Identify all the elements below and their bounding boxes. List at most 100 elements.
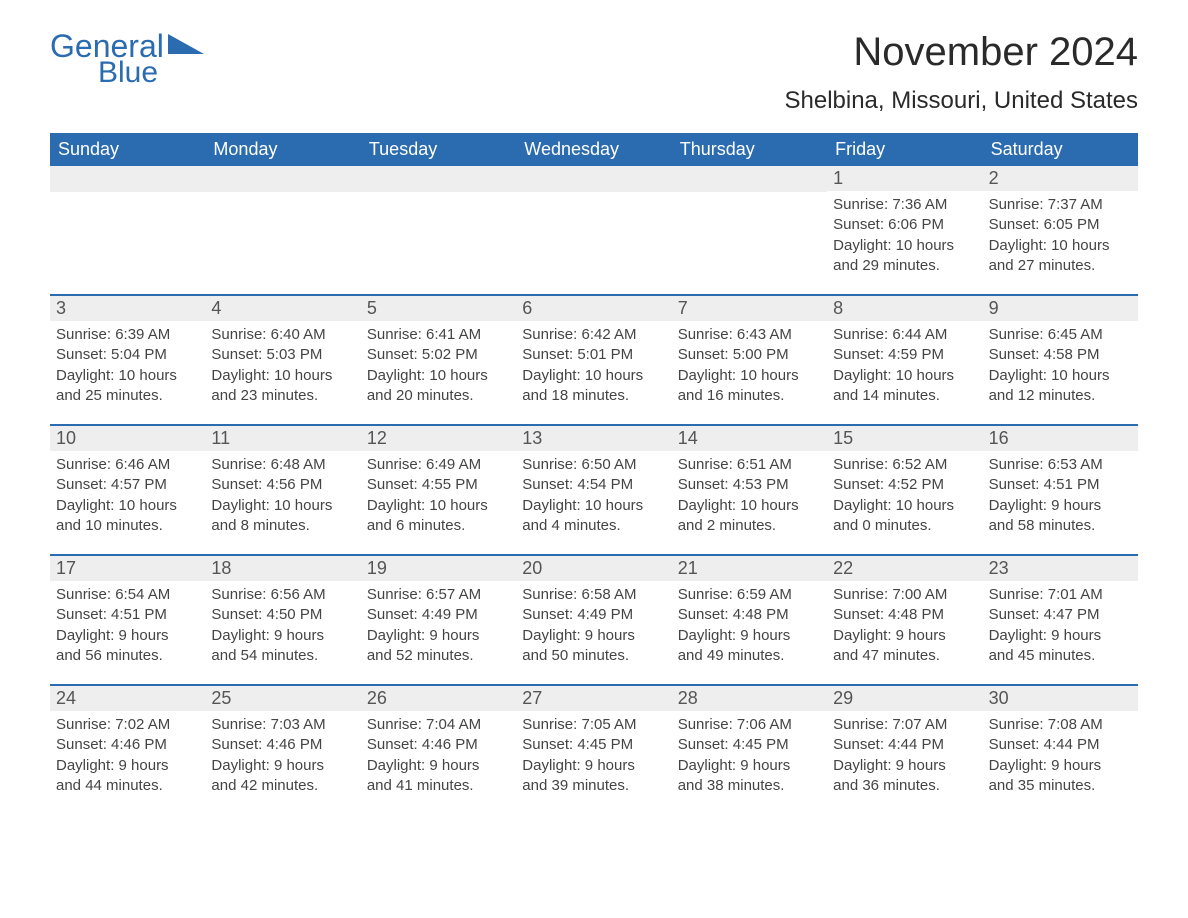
daylight-line-2: and 23 minutes. <box>211 386 354 406</box>
empty-day-bar <box>50 166 205 192</box>
day-number: 19 <box>361 556 516 581</box>
day-body: Sunrise: 6:45 AMSunset: 4:58 PMDaylight:… <box>983 321 1138 414</box>
day-number: 10 <box>50 426 205 451</box>
day-number: 26 <box>361 686 516 711</box>
daylight-line-1: Daylight: 9 hours <box>56 626 199 646</box>
daylight-line-1: Daylight: 10 hours <box>989 366 1132 386</box>
calendar: SundayMondayTuesdayWednesdayThursdayFrid… <box>50 133 1138 814</box>
weekday-header: Sunday <box>50 133 205 166</box>
sunset-line: Sunset: 5:00 PM <box>678 345 821 365</box>
logo-blue: Blue <box>98 58 164 88</box>
empty-day-bar <box>205 166 360 192</box>
day-body: Sunrise: 6:41 AMSunset: 5:02 PMDaylight:… <box>361 321 516 414</box>
weekday-header: Saturday <box>983 133 1138 166</box>
daylight-line-2: and 52 minutes. <box>367 646 510 666</box>
sunset-line: Sunset: 4:47 PM <box>989 605 1132 625</box>
day-cell: 9Sunrise: 6:45 AMSunset: 4:58 PMDaylight… <box>983 296 1138 424</box>
sunrise-line: Sunrise: 6:58 AM <box>522 585 665 605</box>
week-row: 1Sunrise: 7:36 AMSunset: 6:06 PMDaylight… <box>50 166 1138 294</box>
sunset-line: Sunset: 6:06 PM <box>833 215 976 235</box>
sunset-line: Sunset: 4:49 PM <box>522 605 665 625</box>
day-body: Sunrise: 7:06 AMSunset: 4:45 PMDaylight:… <box>672 711 827 804</box>
day-body: Sunrise: 6:40 AMSunset: 5:03 PMDaylight:… <box>205 321 360 414</box>
sunset-line: Sunset: 4:57 PM <box>56 475 199 495</box>
daylight-line-2: and 41 minutes. <box>367 776 510 796</box>
day-cell: 4Sunrise: 6:40 AMSunset: 5:03 PMDaylight… <box>205 296 360 424</box>
day-number: 27 <box>516 686 671 711</box>
sunset-line: Sunset: 4:49 PM <box>367 605 510 625</box>
daylight-line-2: and 0 minutes. <box>833 516 976 536</box>
sunset-line: Sunset: 5:03 PM <box>211 345 354 365</box>
daylight-line-1: Daylight: 10 hours <box>678 366 821 386</box>
weekday-header-row: SundayMondayTuesdayWednesdayThursdayFrid… <box>50 133 1138 166</box>
location: Shelbina, Missouri, United States <box>784 87 1138 115</box>
daylight-line-1: Daylight: 10 hours <box>56 366 199 386</box>
day-body: Sunrise: 7:08 AMSunset: 4:44 PMDaylight:… <box>983 711 1138 804</box>
sunrise-line: Sunrise: 6:56 AM <box>211 585 354 605</box>
day-number: 23 <box>983 556 1138 581</box>
daylight-line-2: and 56 minutes. <box>56 646 199 666</box>
daylight-line-1: Daylight: 10 hours <box>833 496 976 516</box>
daylight-line-2: and 10 minutes. <box>56 516 199 536</box>
day-body: Sunrise: 7:07 AMSunset: 4:44 PMDaylight:… <box>827 711 982 804</box>
day-number: 22 <box>827 556 982 581</box>
day-cell: 23Sunrise: 7:01 AMSunset: 4:47 PMDayligh… <box>983 556 1138 684</box>
day-cell: 25Sunrise: 7:03 AMSunset: 4:46 PMDayligh… <box>205 686 360 814</box>
day-number: 4 <box>205 296 360 321</box>
daylight-line-1: Daylight: 9 hours <box>211 756 354 776</box>
sunrise-line: Sunrise: 6:51 AM <box>678 455 821 475</box>
daylight-line-1: Daylight: 10 hours <box>833 236 976 256</box>
daylight-line-1: Daylight: 9 hours <box>989 496 1132 516</box>
daylight-line-1: Daylight: 10 hours <box>56 496 199 516</box>
daylight-line-2: and 12 minutes. <box>989 386 1132 406</box>
daylight-line-2: and 58 minutes. <box>989 516 1132 536</box>
sunrise-line: Sunrise: 7:06 AM <box>678 715 821 735</box>
day-body: Sunrise: 6:44 AMSunset: 4:59 PMDaylight:… <box>827 321 982 414</box>
day-number: 7 <box>672 296 827 321</box>
day-number: 12 <box>361 426 516 451</box>
sunrise-line: Sunrise: 6:42 AM <box>522 325 665 345</box>
day-cell: 29Sunrise: 7:07 AMSunset: 4:44 PMDayligh… <box>827 686 982 814</box>
sunrise-line: Sunrise: 6:45 AM <box>989 325 1132 345</box>
day-body: Sunrise: 6:49 AMSunset: 4:55 PMDaylight:… <box>361 451 516 544</box>
sunrise-line: Sunrise: 7:00 AM <box>833 585 976 605</box>
day-cell <box>516 166 671 294</box>
sunset-line: Sunset: 4:44 PM <box>989 735 1132 755</box>
sunset-line: Sunset: 4:48 PM <box>833 605 976 625</box>
daylight-line-1: Daylight: 9 hours <box>678 756 821 776</box>
sunrise-line: Sunrise: 7:01 AM <box>989 585 1132 605</box>
daylight-line-2: and 45 minutes. <box>989 646 1132 666</box>
daylight-line-2: and 38 minutes. <box>678 776 821 796</box>
daylight-line-1: Daylight: 10 hours <box>522 496 665 516</box>
sunset-line: Sunset: 6:05 PM <box>989 215 1132 235</box>
day-body: Sunrise: 6:56 AMSunset: 4:50 PMDaylight:… <box>205 581 360 674</box>
daylight-line-2: and 50 minutes. <box>522 646 665 666</box>
day-number: 9 <box>983 296 1138 321</box>
day-cell: 24Sunrise: 7:02 AMSunset: 4:46 PMDayligh… <box>50 686 205 814</box>
day-cell: 5Sunrise: 6:41 AMSunset: 5:02 PMDaylight… <box>361 296 516 424</box>
daylight-line-1: Daylight: 10 hours <box>678 496 821 516</box>
day-cell: 16Sunrise: 6:53 AMSunset: 4:51 PMDayligh… <box>983 426 1138 554</box>
day-body: Sunrise: 6:53 AMSunset: 4:51 PMDaylight:… <box>983 451 1138 544</box>
day-cell: 11Sunrise: 6:48 AMSunset: 4:56 PMDayligh… <box>205 426 360 554</box>
day-number: 1 <box>827 166 982 191</box>
daylight-line-2: and 49 minutes. <box>678 646 821 666</box>
daylight-line-2: and 54 minutes. <box>211 646 354 666</box>
day-cell: 18Sunrise: 6:56 AMSunset: 4:50 PMDayligh… <box>205 556 360 684</box>
daylight-line-1: Daylight: 10 hours <box>367 366 510 386</box>
weekday-header: Friday <box>827 133 982 166</box>
daylight-line-1: Daylight: 9 hours <box>522 756 665 776</box>
sunset-line: Sunset: 4:55 PM <box>367 475 510 495</box>
day-number: 21 <box>672 556 827 581</box>
empty-day-bar <box>361 166 516 192</box>
week-row: 17Sunrise: 6:54 AMSunset: 4:51 PMDayligh… <box>50 554 1138 684</box>
daylight-line-2: and 35 minutes. <box>989 776 1132 796</box>
daylight-line-2: and 44 minutes. <box>56 776 199 796</box>
sunset-line: Sunset: 4:53 PM <box>678 475 821 495</box>
sunset-line: Sunset: 4:51 PM <box>56 605 199 625</box>
weekday-header: Wednesday <box>516 133 671 166</box>
day-cell: 7Sunrise: 6:43 AMSunset: 5:00 PMDaylight… <box>672 296 827 424</box>
day-cell: 10Sunrise: 6:46 AMSunset: 4:57 PMDayligh… <box>50 426 205 554</box>
empty-day-bar <box>672 166 827 192</box>
day-body: Sunrise: 6:52 AMSunset: 4:52 PMDaylight:… <box>827 451 982 544</box>
